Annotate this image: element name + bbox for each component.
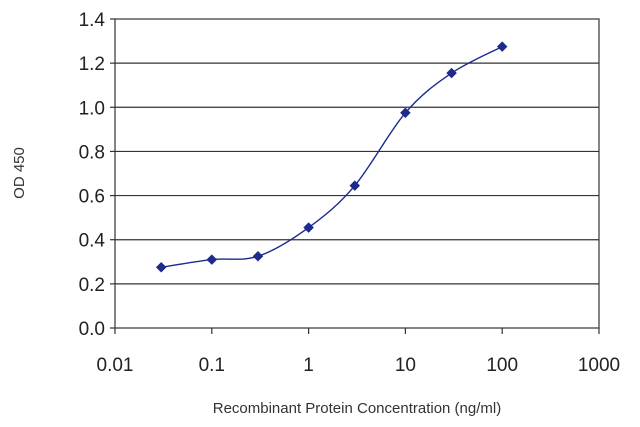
ticks: 0.0 0.2 0.4 0.6 0.8 1.0 1.2 1.4 0.01 0.1 1 10 100 100… (79, 10, 621, 376)
x-tick-label: 100 (486, 355, 518, 376)
x-tick-label: 0.1 (199, 355, 225, 376)
x-tick-label: 10 (395, 355, 416, 376)
plot-area (114, 18, 600, 329)
series-line (161, 45, 503, 268)
data-point (303, 222, 314, 233)
y-axis-title: OD 450 (11, 147, 28, 199)
y-tick-label: 0.4 (79, 231, 106, 252)
y-tick-label: 0.6 (79, 187, 105, 208)
x-tick-label: 0.01 (97, 355, 134, 376)
series-group (155, 41, 508, 273)
grid (115, 62, 599, 285)
y-tick-label: 0.0 (79, 319, 105, 340)
x-axis-title: Recombinant Protein Concentration (ng/ml… (213, 400, 501, 417)
data-point (349, 180, 361, 191)
x-tick-label: 1 (303, 355, 314, 376)
data-point (400, 107, 411, 119)
data-point (496, 41, 508, 52)
y-tick-label: 0.8 (79, 142, 105, 163)
y-tick-label: 1.0 (79, 98, 105, 119)
y-tick-label: 0.2 (79, 275, 105, 296)
data-point (252, 250, 264, 262)
x-tick-label: 1000 (578, 355, 620, 376)
y-tick-label: 1.2 (79, 54, 105, 75)
y-tick-label: 1.4 (79, 10, 106, 31)
data-point (155, 261, 167, 273)
data-point (206, 254, 218, 265)
data-point (446, 67, 457, 79)
